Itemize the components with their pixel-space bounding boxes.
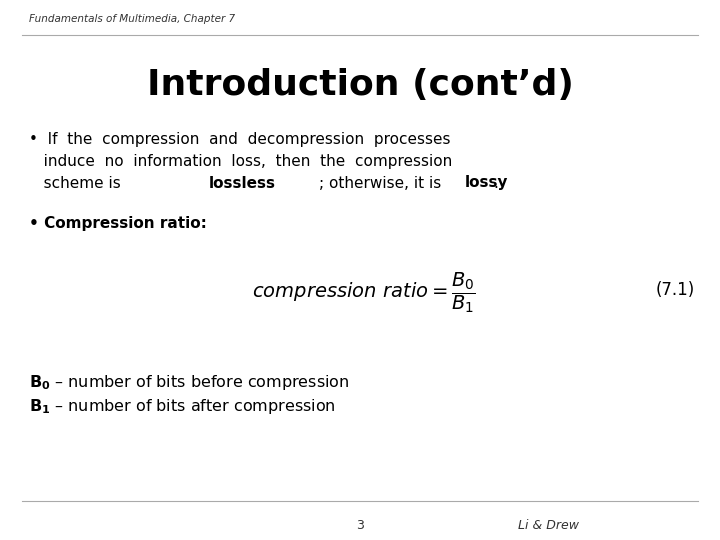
- Text: (7.1): (7.1): [655, 281, 695, 299]
- Text: $\mathit{compression\ ratio} = \dfrac{B_0}{B_1}$: $\mathit{compression\ ratio} = \dfrac{B_…: [252, 270, 476, 315]
- Text: •  If  the  compression  and  decompression  processes: • If the compression and decompression p…: [29, 132, 450, 147]
- Text: ; otherwise, it is: ; otherwise, it is: [319, 176, 446, 191]
- Text: scheme is: scheme is: [29, 176, 125, 191]
- Text: Introduction (cont’d): Introduction (cont’d): [147, 68, 573, 102]
- Text: $\mathbf{B_0}$ – number of bits before compression: $\mathbf{B_0}$ – number of bits before c…: [29, 373, 349, 392]
- Text: • Compression ratio:: • Compression ratio:: [29, 216, 207, 231]
- Text: lossy: lossy: [464, 176, 508, 191]
- Text: 3: 3: [356, 519, 364, 532]
- Text: Li & Drew: Li & Drew: [518, 519, 580, 532]
- Text: $\mathbf{B_1}$ – number of bits after compression: $\mathbf{B_1}$ – number of bits after co…: [29, 397, 336, 416]
- Text: .: .: [493, 176, 498, 191]
- Text: lossless: lossless: [209, 176, 276, 191]
- Text: induce  no  information  loss,  then  the  compression: induce no information loss, then the com…: [29, 154, 452, 169]
- Text: Fundamentals of Multimedia, Chapter 7: Fundamentals of Multimedia, Chapter 7: [29, 14, 235, 24]
